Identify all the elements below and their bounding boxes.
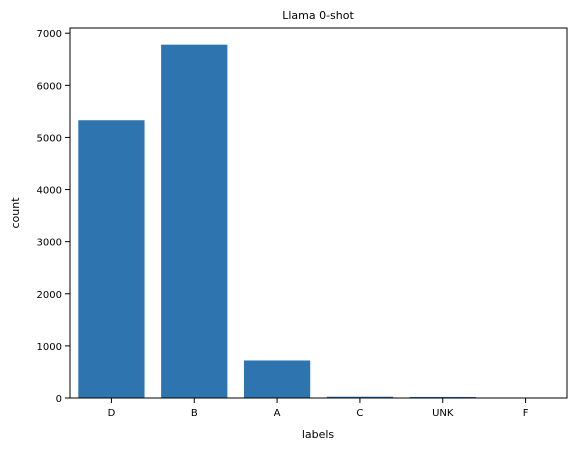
y-axis: 0 1000 2000 3000 4000 5000 6000 7000 bbox=[37, 29, 70, 405]
x-tick-label: F bbox=[523, 408, 529, 419]
y-tick-label: 6000 bbox=[37, 81, 62, 92]
x-tick-label: D bbox=[108, 408, 116, 419]
y-tick-label: 3000 bbox=[37, 238, 62, 249]
x-tick-label: B bbox=[191, 408, 198, 419]
x-axis-label: labels bbox=[302, 428, 335, 441]
bar bbox=[161, 45, 227, 398]
y-tick-label: 7000 bbox=[37, 29, 62, 40]
y-tick-label: 1000 bbox=[37, 342, 62, 353]
bar bbox=[244, 360, 310, 398]
y-tick-label: 2000 bbox=[37, 290, 62, 301]
x-tick-label: A bbox=[274, 408, 281, 419]
y-tick-label: 5000 bbox=[37, 133, 62, 144]
y-axis-label: count bbox=[9, 197, 22, 229]
x-axis: D B A C UNK F bbox=[108, 398, 529, 419]
bar bbox=[78, 120, 144, 398]
bars bbox=[78, 45, 558, 398]
chart-title: Llama 0-shot bbox=[282, 9, 354, 22]
y-tick-label: 4000 bbox=[37, 186, 62, 197]
y-tick-label: 0 bbox=[56, 394, 62, 405]
x-tick-label: C bbox=[356, 408, 363, 419]
x-tick-label: UNK bbox=[432, 408, 454, 419]
